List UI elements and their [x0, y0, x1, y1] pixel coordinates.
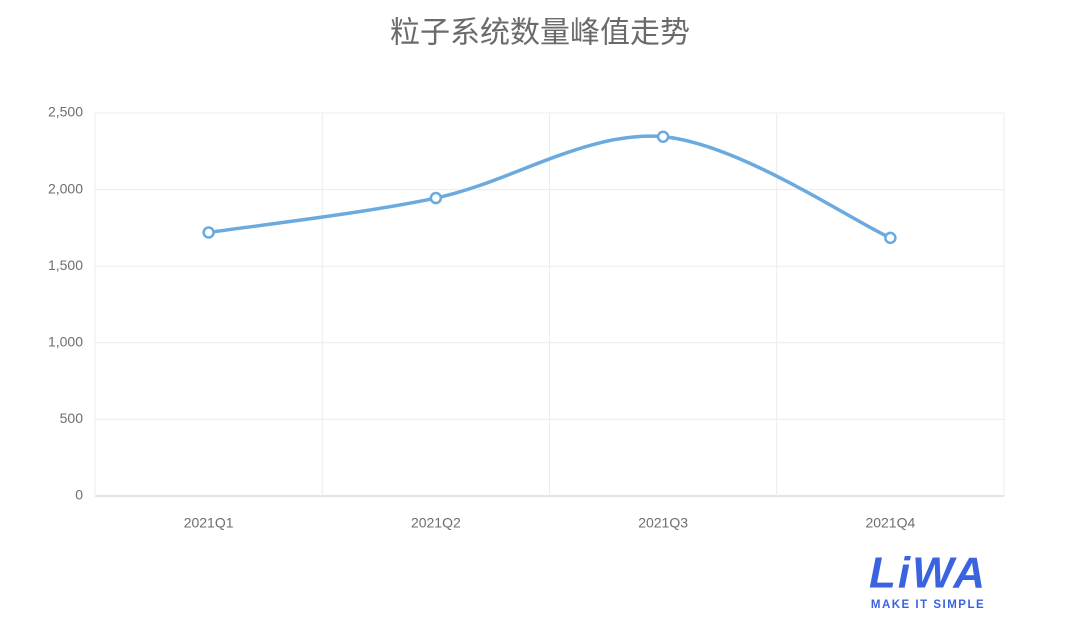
- point: [656, 130, 670, 143]
- y-tick-label: 1,500: [48, 257, 83, 273]
- x-tick-label: 2021Q1: [184, 515, 234, 531]
- point: [202, 226, 215, 239]
- x-tick-label: 2021Q4: [865, 515, 915, 531]
- x-tick-label: 2021Q3: [638, 515, 688, 531]
- line: [208, 134, 892, 240]
- y-tick-label: 2,500: [48, 104, 83, 120]
- watermark-logo: LiWA: [869, 549, 987, 598]
- point: [429, 191, 443, 205]
- watermark-tagline: MAKE IT SIMPLE: [871, 599, 985, 611]
- y-tick-label: 500: [60, 410, 84, 426]
- y-tick-label: 2,000: [48, 180, 83, 196]
- point: [884, 231, 897, 245]
- x-tick-label: 2021Q2: [411, 515, 461, 531]
- y-tick-label: 0: [75, 487, 83, 503]
- chart-title: 粒子系统数量峰值走势: [390, 16, 690, 51]
- y-tick-label: 1,000: [48, 334, 83, 350]
